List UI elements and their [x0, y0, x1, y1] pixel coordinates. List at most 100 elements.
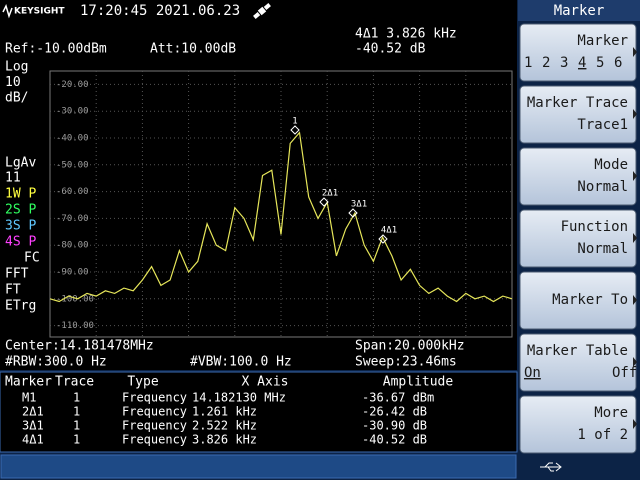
table-cell: Frequency [122, 405, 187, 419]
trace-info: FC [24, 251, 40, 266]
scale-label: 10 [5, 75, 21, 90]
table-header: Trace [55, 375, 94, 390]
table-panel [0, 371, 518, 453]
trace-info: 3S P [5, 219, 36, 234]
marker-diamond [319, 197, 329, 207]
softkey-value: Normal [577, 241, 628, 257]
softkey-arrow [633, 233, 637, 243]
table-cell: 1 [73, 391, 80, 405]
table-cell: 2Δ1 [22, 405, 44, 419]
active-marker: 4Δ1 3.826 kHz [355, 27, 457, 42]
y-tick-label: -110.00 [56, 321, 94, 331]
marker-label: 3Δ1 [351, 200, 367, 210]
marker-diamond [378, 234, 388, 244]
softkey-option: 3 [560, 55, 568, 71]
sweep: Sweep:23.46ms [355, 355, 457, 370]
table-cell: 3.826 kHz [192, 433, 257, 447]
softkey-label: Mode [594, 157, 628, 173]
marker-label: 1 [292, 117, 297, 127]
softkey-arrow [633, 357, 637, 367]
gps-icon [253, 3, 271, 19]
attenuation: Att:10.00dB [150, 42, 236, 57]
trace-info: 4S P [5, 235, 36, 250]
datetime: 17:20:45 2021.06.23 [80, 3, 240, 19]
table-cell: -30.90 dB [362, 419, 427, 433]
center-freq: Center:14.181478MHz [5, 339, 154, 354]
softkey-option: 1 [524, 55, 532, 71]
trace-info: LgAv [5, 156, 36, 171]
softkey-option: 6 [614, 55, 622, 71]
marker-diamond [290, 125, 300, 135]
trace-info: 1W P [5, 187, 36, 202]
softkey-label: More [594, 405, 628, 421]
ref-level: Ref:-10.00dBm [5, 42, 107, 57]
logo [2, 3, 13, 19]
table-cell: 1.261 kHz [192, 405, 257, 419]
table-cell: 14.182130 MHz [192, 391, 286, 405]
softkey-arrow [633, 171, 637, 181]
trace [49, 131, 513, 303]
y-tick-label: -30.00 [56, 107, 89, 117]
softkey-arrow [633, 419, 637, 429]
menu-header [518, 0, 640, 21]
rbw: #RBW:300.0 Hz [5, 355, 107, 370]
y-tick-label: -80.00 [56, 241, 89, 251]
y-tick-label: -20.00 [56, 80, 89, 90]
y-tick-label: -60.00 [56, 187, 89, 197]
trace-info: FFT [5, 267, 29, 282]
softkey-value: Trace1 [577, 117, 628, 133]
table-cell: 1 [73, 405, 80, 419]
trace-info: ETrg [5, 299, 36, 314]
table-cell: Frequency [122, 419, 187, 433]
softkey-label: Marker To [552, 292, 628, 308]
table-cell: 1 [73, 433, 80, 447]
display [0, 0, 517, 370]
brand: KEYSIGHT [14, 7, 65, 17]
table-cell: 1 [73, 419, 80, 433]
softkey-value: 1 of 2 [577, 427, 628, 443]
y-tick-label: -90.00 [56, 268, 89, 278]
y-tick-label: -40.00 [56, 134, 89, 144]
table-cell: 4Δ1 [22, 433, 44, 447]
active-marker-value: -40.52 dB [355, 42, 426, 57]
scale-label: Log [5, 60, 28, 75]
table-cell: 3Δ1 [22, 419, 44, 433]
status-line [0, 454, 517, 479]
span: Span:20.000kHz [355, 339, 465, 354]
softkey-arrow [633, 47, 637, 57]
y-tick-label: -50.00 [56, 160, 89, 170]
table-cell: -26.42 dB [362, 405, 427, 419]
table-header: Type [127, 375, 158, 390]
table-cell: -40.52 dB [362, 433, 427, 447]
trace-info: FT [5, 283, 21, 298]
y-tick-label: -70.00 [56, 214, 89, 224]
marker-diamond [348, 208, 358, 218]
softkey-option: 4 [578, 55, 586, 71]
table-cell: Frequency [122, 433, 187, 447]
table-header: Marker [5, 375, 52, 390]
menu-title: Marker [554, 3, 605, 19]
softkey-option: 5 [596, 55, 604, 71]
table-header: Amplitude [383, 375, 454, 390]
table-cell: -36.67 dBm [362, 391, 434, 405]
table-header: X Axis [242, 375, 289, 390]
softkey-option: Off [612, 365, 637, 381]
softkey-label: Marker [577, 33, 628, 49]
table-cell: Frequency [122, 391, 187, 405]
usb-icon [540, 462, 562, 472]
marker-label: 4Δ1 [381, 226, 397, 236]
softkey-label: Marker Trace [527, 95, 628, 111]
softkey-label: Function [561, 219, 628, 235]
table-cell: 2.522 kHz [192, 419, 257, 433]
vbw: #VBW:100.0 Hz [190, 355, 292, 370]
softkey-option: 2 [542, 55, 550, 71]
trace-info: 11 [5, 171, 21, 186]
trace-info: 2S P [5, 203, 36, 218]
table-cell: M1 [22, 391, 36, 405]
softkey-arrow [633, 109, 637, 119]
softkey-option: On [524, 365, 541, 381]
scale-label: dB/ [5, 91, 28, 106]
softkey-arrow [633, 295, 637, 305]
marker-label: 2Δ1 [322, 189, 338, 199]
